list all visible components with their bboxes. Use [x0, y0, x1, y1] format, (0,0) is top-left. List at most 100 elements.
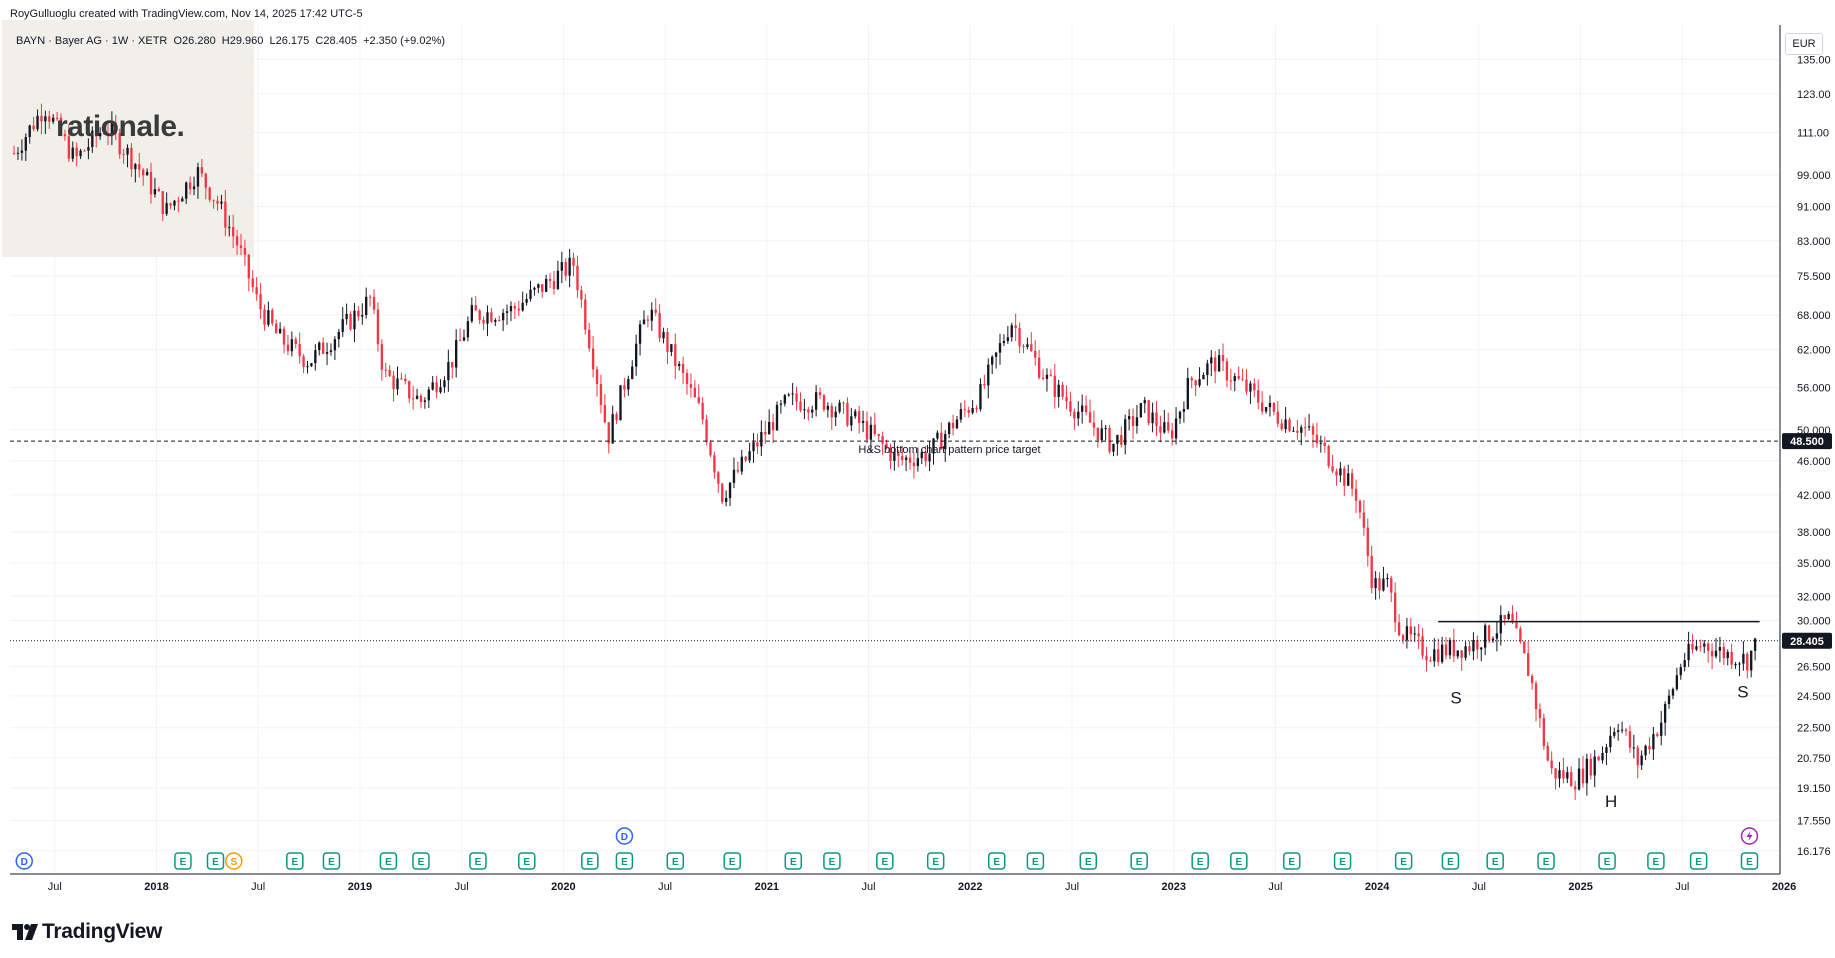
event-e-marker[interactable]: E: [1394, 852, 1413, 870]
svg-text:S[interactable]: S: [230, 857, 237, 868]
event-e-marker[interactable]: E: [1282, 852, 1301, 870]
earnings-icon[interactable]: [1130, 852, 1148, 870]
event-e-marker[interactable]: E: [823, 852, 841, 870]
event-e-marker[interactable]: E: [784, 852, 803, 870]
svg-text:E[interactable]: E: [1492, 857, 1499, 868]
earnings-icon[interactable]: [1689, 852, 1708, 870]
earnings-icon[interactable]: [987, 852, 1006, 870]
earnings-icon[interactable]: [723, 852, 741, 870]
event-e-marker[interactable]: E: [615, 852, 634, 870]
svg-text:E[interactable]: E: [1543, 857, 1550, 868]
event-markers[interactable]: D E E S E E E E E E E E D E E E E E E E E E E E E E E E E E E E E E E: [15, 827, 1759, 870]
earnings-icon[interactable]: [206, 852, 225, 870]
svg-text:E[interactable]: E: [212, 857, 219, 868]
event-e-marker[interactable]: E: [1333, 852, 1352, 870]
earnings-icon[interactable]: [1191, 852, 1209, 870]
earnings-icon[interactable]: [876, 852, 894, 870]
earnings-icon[interactable]: [1647, 852, 1665, 870]
earnings-icon[interactable]: [1598, 852, 1616, 870]
earnings-icon[interactable]: [286, 852, 304, 870]
svg-text:E[interactable]: E: [385, 857, 392, 868]
svg-text:E[interactable]: E: [1032, 857, 1039, 868]
earnings-icon[interactable]: [784, 852, 803, 870]
earnings-icon[interactable]: [518, 852, 536, 870]
event-e-marker[interactable]: E: [1689, 852, 1708, 870]
event-e-marker[interactable]: E: [876, 852, 894, 870]
earnings-icon[interactable]: [1282, 852, 1301, 870]
event-e-marker[interactable]: E: [286, 852, 304, 870]
svg-text:E[interactable]: E: [1695, 857, 1702, 868]
earnings-icon[interactable]: [1333, 852, 1352, 870]
svg-text:E[interactable]: E: [291, 857, 298, 868]
currency-selector[interactable]: EUR: [1785, 33, 1823, 55]
svg-text:E[interactable]: E: [475, 857, 482, 868]
svg-text:E[interactable]: E: [418, 857, 425, 868]
earnings-icon[interactable]: [615, 852, 634, 870]
event-e-marker[interactable]: E: [1598, 852, 1616, 870]
event-e-marker[interactable]: E: [1647, 852, 1665, 870]
event-e-marker[interactable]: E: [1537, 852, 1555, 870]
svg-text:D[interactable]: D: [621, 832, 628, 843]
event-e-marker[interactable]: E: [926, 852, 945, 870]
event-e-marker[interactable]: E: [1026, 852, 1045, 870]
svg-text:E[interactable]: E: [621, 857, 628, 868]
event-e-marker[interactable]: E: [174, 852, 192, 870]
event-e-marker[interactable]: E: [987, 852, 1006, 870]
earnings-icon[interactable]: [1394, 852, 1413, 870]
earnings-icon[interactable]: [1079, 852, 1098, 870]
earnings-icon[interactable]: [1486, 852, 1504, 870]
event-alert-marker[interactable]: [1740, 827, 1759, 845]
earnings-icon[interactable]: [1230, 852, 1248, 870]
event-e-marker[interactable]: E: [322, 852, 341, 870]
earnings-icon[interactable]: [1441, 852, 1460, 870]
svg-text:E[interactable]: E: [180, 857, 187, 868]
svg-text:E[interactable]: E: [932, 857, 939, 868]
earnings-icon[interactable]: [379, 852, 398, 870]
svg-text:E[interactable]: E: [1447, 857, 1454, 868]
svg-text:E[interactable]: E: [993, 857, 1000, 868]
split-icon[interactable]: [225, 852, 243, 870]
event-e-marker[interactable]: E: [1079, 852, 1098, 870]
earnings-icon[interactable]: [823, 852, 841, 870]
svg-text:E[interactable]: E: [829, 857, 836, 868]
svg-text:E[interactable]: E: [1235, 857, 1242, 868]
earnings-icon[interactable]: [322, 852, 341, 870]
svg-text:E[interactable]: E: [1746, 857, 1753, 868]
earnings-icon[interactable]: [926, 852, 945, 870]
event-s-marker[interactable]: S: [225, 852, 243, 870]
earnings-icon[interactable]: [666, 852, 685, 870]
event-e-marker[interactable]: E: [666, 852, 685, 870]
svg-text:E[interactable]: E: [1400, 857, 1407, 868]
earnings-icon[interactable]: [1537, 852, 1555, 870]
svg-text:E[interactable]: E: [1653, 857, 1660, 868]
svg-text:E[interactable]: E: [1197, 857, 1204, 868]
event-e-marker[interactable]: E: [206, 852, 225, 870]
dividend-icon[interactable]: [15, 852, 33, 870]
event-e-marker[interactable]: E: [469, 852, 487, 870]
event-e-marker[interactable]: E: [581, 852, 599, 870]
earnings-icon[interactable]: [174, 852, 192, 870]
event-e-marker[interactable]: E: [1230, 852, 1248, 870]
svg-text:E[interactable]: E: [1288, 857, 1295, 868]
svg-text:E[interactable]: E: [672, 857, 679, 868]
event-d-marker[interactable]: D: [15, 852, 33, 870]
svg-text:E[interactable]: E: [1136, 857, 1143, 868]
event-d-marker[interactable]: D: [615, 827, 634, 845]
svg-text:E[interactable]: E: [729, 857, 736, 868]
earnings-icon[interactable]: [1026, 852, 1045, 870]
svg-text:E[interactable]: E: [790, 857, 797, 868]
event-e-marker[interactable]: E: [723, 852, 741, 870]
event-e-marker[interactable]: E: [1130, 852, 1148, 870]
earnings-icon[interactable]: [581, 852, 599, 870]
event-e-marker[interactable]: E: [379, 852, 398, 870]
earnings-icon[interactable]: [412, 852, 430, 870]
event-e-marker[interactable]: E: [1740, 852, 1759, 870]
earnings-icon[interactable]: [469, 852, 487, 870]
svg-text:E[interactable]: E: [523, 857, 530, 868]
event-e-marker[interactable]: E: [1191, 852, 1209, 870]
event-e-marker[interactable]: E: [1441, 852, 1460, 870]
svg-text:E[interactable]: E: [1339, 857, 1346, 868]
dividend-icon[interactable]: [615, 827, 634, 845]
svg-text:E[interactable]: E: [328, 857, 335, 868]
